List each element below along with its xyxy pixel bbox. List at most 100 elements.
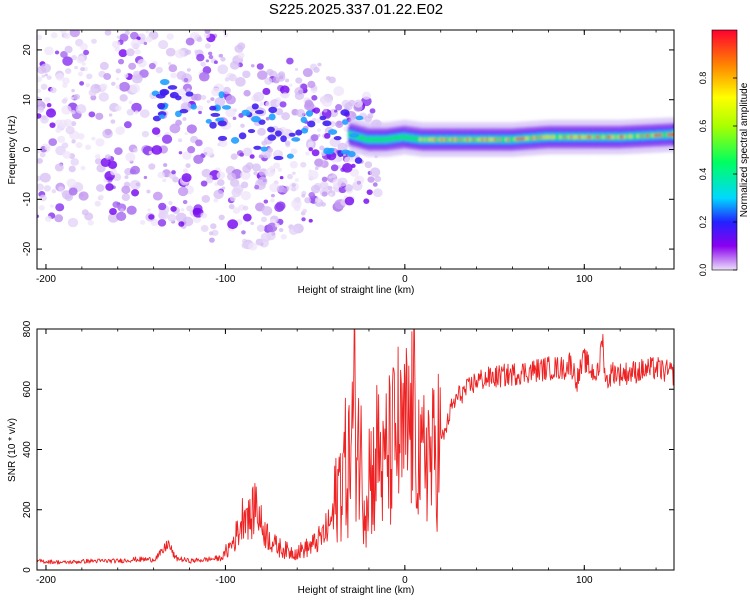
spectrogram-blob [213,198,219,203]
spectrogram-blob [335,120,344,129]
spectrogram-blob [124,175,129,179]
spectrogram-blob [222,86,231,95]
spectrogram-blob [201,195,211,203]
snr-ylabel: SNR (10 * v/v) [7,418,18,482]
spectrogram-blob [194,49,199,54]
spectrogram-blob [257,127,266,136]
spectrogram-blob [315,118,322,124]
spectrogram-blob [181,173,192,183]
spectrogram-blob [266,222,278,233]
spectrogram-blob [367,176,375,183]
spectrogram-blob [147,208,151,212]
spectrogram-blob [119,208,125,213]
spectrogram-blob [314,166,319,171]
spectrogram-blob [284,140,291,146]
spectrogram-blob-strong [268,106,278,114]
spectrogram-blob [73,93,80,100]
spectrogram-blob [166,33,174,40]
spectrogram-blob [81,209,89,216]
spectrogram-ticks [37,30,674,269]
spectrogram-ytick-labels: -20 -10 0 10 20 [22,44,33,256]
spectrogram-blob-strong [280,135,287,143]
spectrogram-blob-strong [247,128,256,134]
spectrogram-blob [301,217,306,222]
spectrogram-blob [217,64,229,75]
spectrogram-blob [94,158,102,165]
spectrogram-blob [184,132,188,136]
spectrogram-blob [114,147,123,156]
spectrogram-blob [264,77,273,85]
spectrogram-blob [209,231,214,236]
spectrogram-blob [275,201,286,211]
spectrogram-blob [39,172,51,183]
spectrogram-blob [269,165,275,171]
spectrogram-blob [55,119,62,126]
spectrogram-blob [66,178,77,188]
spectrogram-blob [224,77,230,82]
spectrogram-blob [70,96,74,100]
spectrogram-blob-strong [217,120,227,127]
spectrogram-blob [77,133,85,140]
spectrogram-blob [46,102,52,108]
spectrogram-blob [62,151,71,159]
spectrogram-blob-strong [327,147,335,153]
spectrogram-blob [99,83,108,91]
spectrogram-blob [133,70,139,76]
spectrogram-blob [50,204,54,208]
spectrogram-blob [210,97,215,102]
spectrogram-blob [126,108,134,116]
spectrogram-blob [71,88,75,93]
spectrogram-blob [311,149,320,157]
spectrogram-blob [119,94,128,102]
colorbar-tick-label: 0.4 [698,168,708,181]
spectrogram-blob [203,32,210,39]
spectrogram-blob [104,30,112,36]
spectrogram-blob [185,163,191,169]
spectrogram-blob [281,187,288,194]
spectrogram-blob-strong [217,135,228,141]
spectrogram-blob [285,78,290,83]
spectrogram-blob [100,157,111,167]
spectrogram-blob [241,241,250,249]
spectrogram-blob [185,37,195,46]
spectrogram-blob-strong [305,110,314,117]
spectrogram-blob [40,115,49,124]
spectrogram-blob [37,106,45,113]
spectrogram-blob [312,117,317,122]
spectrogram-blob-strong [349,133,360,138]
spectrogram-blob [200,212,208,219]
spectrogram-blob-strong [238,132,247,140]
spectrogram-blob [104,154,112,160]
spectrogram-blob [198,110,202,115]
spectrogram-blob [366,189,373,196]
spectrogram-blob [196,36,203,43]
spectrogram-blob [78,191,89,201]
spectrogram-blob [225,95,236,105]
spectrogram-blob-strong [267,134,277,141]
spectrogram-blob [242,70,251,79]
spectrogram-blob [158,202,167,211]
spectrogram-blob [314,197,322,203]
spectrogram-blob [91,38,97,44]
spectrogram-blob [69,30,80,38]
spectrogram-blob [372,182,378,187]
spectrogram-blob [308,147,313,152]
spectrogram-blob-strong [354,157,363,164]
colorbar-tick-label: 0.6 [698,120,708,133]
spectrogram-blob-strong [159,88,170,96]
spectrogram-blob [248,242,258,251]
spectrogram-blob [313,66,320,73]
spectrogram-blob [374,175,382,183]
spectrogram-blob [186,124,197,134]
spectrogram-blob [292,197,301,205]
spectrogram-blob [228,204,235,210]
spectrogram-xtick-label: -100 [215,274,235,285]
spectrogram-blob [227,219,239,230]
spectrogram-blob [133,148,138,153]
spectrogram-blob [137,58,147,68]
spectrogram-blob-strong [175,95,182,101]
spectrogram-ylabel: Frequency (Hz) [7,116,18,185]
spectrogram-blob [37,76,43,83]
spectrogram-ytick-label: -20 [22,241,33,256]
